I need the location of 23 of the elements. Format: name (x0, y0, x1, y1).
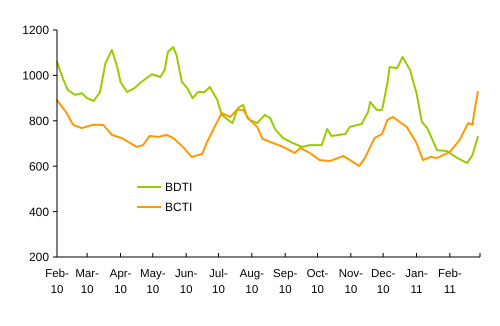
x-tick-label: Mar-10 (75, 268, 100, 296)
legend-label: BCTI (165, 200, 192, 214)
line-series (56, 46, 479, 164)
x-tick-label: Apr-10 (110, 268, 132, 296)
y-tick-label: 400 (28, 204, 50, 219)
x-tick-label: Nov-10 (338, 268, 364, 296)
x-tick-label: May-10 (140, 268, 166, 296)
y-tick-label: 1000 (22, 68, 50, 83)
legend-label: BDTI (165, 180, 192, 194)
x-tick-label: Aug-10 (240, 268, 264, 296)
x-tick-label: Sep-10 (273, 268, 298, 296)
y-tick-label: 800 (28, 114, 50, 128)
x-tick-label: Jul-10 (209, 268, 228, 296)
x-tick-label: Jun-10 (174, 268, 198, 296)
y-tick-label: 1200 (22, 23, 50, 38)
x-tick-label: Feb-10 (45, 268, 69, 296)
x-tick-label: Jan-11 (405, 268, 428, 296)
y-tick-label: 200 (28, 250, 50, 264)
x-tick-label: Dec-10 (370, 268, 396, 296)
x-tick-label: Feb-11 (438, 268, 462, 296)
y-tick-label: 600 (28, 159, 50, 174)
x-tick-label: Oct-10 (306, 268, 328, 296)
line-series (56, 90, 479, 167)
